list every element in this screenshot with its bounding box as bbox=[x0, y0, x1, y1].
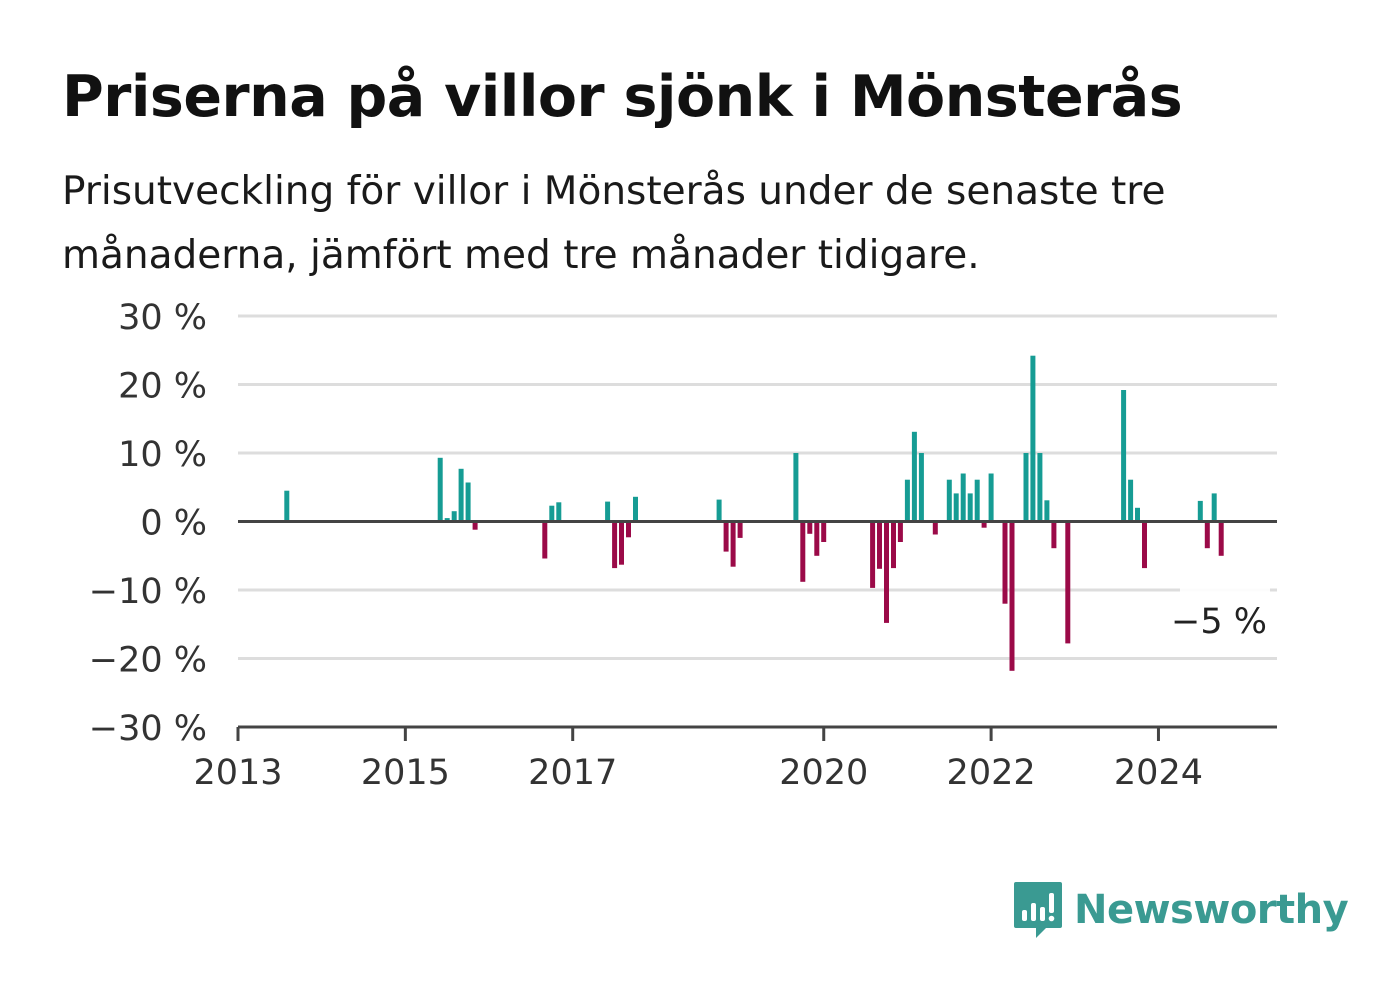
bar bbox=[1204, 521, 1210, 549]
bar bbox=[619, 521, 624, 565]
bar bbox=[953, 493, 959, 522]
bar bbox=[1002, 521, 1008, 604]
bar bbox=[737, 521, 743, 538]
bar bbox=[960, 473, 966, 522]
bar bbox=[549, 505, 555, 522]
bar bbox=[897, 521, 903, 542]
brand-name: Newsworthy bbox=[1074, 887, 1349, 933]
bar bbox=[626, 521, 631, 538]
bar bbox=[451, 511, 457, 522]
bar bbox=[465, 482, 471, 522]
bar bbox=[444, 518, 450, 522]
bar bbox=[612, 521, 618, 569]
bar bbox=[1065, 521, 1071, 644]
annotation-background bbox=[1180, 585, 1270, 626]
bar bbox=[1135, 507, 1140, 522]
y-tick-label: −20 % bbox=[89, 641, 207, 681]
bar bbox=[284, 490, 290, 522]
bar bbox=[870, 521, 876, 588]
x-tick-label: 2022 bbox=[947, 753, 1036, 793]
chart-subtitle: Prisutveckling för villor i Mönsterås un… bbox=[62, 169, 1166, 278]
bar bbox=[1009, 521, 1015, 671]
axes bbox=[236, 520, 1277, 741]
x-tick-label: 2013 bbox=[193, 753, 282, 793]
bars bbox=[284, 355, 1224, 671]
bar bbox=[800, 521, 806, 582]
bar bbox=[918, 453, 924, 522]
bar bbox=[807, 521, 813, 534]
bar bbox=[1037, 453, 1043, 522]
bar bbox=[458, 468, 464, 522]
bar bbox=[904, 479, 910, 522]
bar bbox=[605, 501, 611, 522]
bar bbox=[814, 521, 820, 556]
y-tick-label: 0 % bbox=[140, 504, 207, 544]
bar bbox=[1051, 521, 1057, 549]
bar bbox=[1211, 493, 1217, 522]
bar bbox=[730, 521, 736, 567]
newsworthy-brand: Newsworthy bbox=[1012, 880, 1349, 940]
y-tick-label: −30 % bbox=[89, 709, 207, 749]
bar bbox=[988, 473, 994, 522]
bar bbox=[946, 479, 952, 522]
bar bbox=[1023, 453, 1029, 522]
bar bbox=[793, 453, 799, 522]
bar bbox=[556, 502, 562, 522]
bar bbox=[967, 493, 973, 522]
bar bbox=[633, 496, 638, 522]
bar bbox=[437, 457, 443, 522]
annotation-label: −5 % bbox=[1171, 602, 1267, 642]
newsworthy-logo-icon bbox=[1014, 882, 1062, 938]
bar bbox=[1030, 355, 1036, 522]
bar bbox=[974, 479, 980, 522]
bar bbox=[911, 431, 917, 522]
bar bbox=[1218, 521, 1224, 556]
x-tick-label: 2015 bbox=[361, 753, 450, 793]
y-tick-label: 10 % bbox=[118, 435, 207, 475]
bar bbox=[932, 521, 938, 535]
bar bbox=[542, 521, 548, 559]
bar bbox=[1197, 500, 1203, 522]
bar bbox=[891, 521, 896, 569]
bar bbox=[821, 521, 827, 542]
bar bbox=[981, 521, 987, 528]
bar bbox=[472, 521, 478, 530]
bar bbox=[884, 521, 889, 623]
bar bbox=[716, 499, 722, 522]
bar bbox=[877, 521, 882, 569]
x-tick-label: 2017 bbox=[528, 753, 617, 793]
y-tick-label: 30 % bbox=[118, 298, 207, 338]
annotation: −5 % bbox=[1171, 585, 1270, 642]
x-tick-label: 2024 bbox=[1114, 753, 1203, 793]
bar bbox=[1128, 479, 1134, 522]
bar bbox=[1142, 521, 1147, 569]
tick-labels: 30 % 20 % 10 % 0 % −10 % −20 % −30 %2013 2015 20… bbox=[89, 298, 1203, 793]
y-tick-label: 20 % bbox=[118, 367, 207, 407]
y-tick-label: −10 % bbox=[89, 572, 207, 612]
bar-chart: 30 % 20 % 10 % 0 % −10 % −20 % −30 %2013 2015 20… bbox=[89, 298, 1277, 793]
chart-title: Priserna på villor sjönk i Mönsterås bbox=[62, 64, 1183, 130]
grid-lines bbox=[238, 314, 1277, 660]
bar bbox=[1044, 500, 1050, 522]
bar bbox=[1121, 390, 1127, 522]
bar bbox=[723, 521, 729, 552]
x-tick-label: 2020 bbox=[779, 753, 868, 793]
